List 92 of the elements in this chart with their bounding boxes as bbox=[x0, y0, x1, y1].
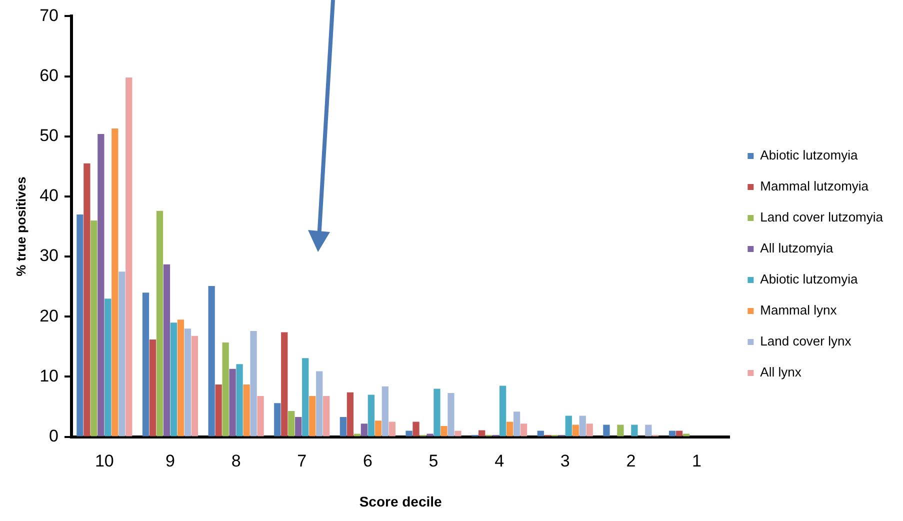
bar bbox=[506, 422, 514, 436]
bar bbox=[368, 394, 374, 436]
x-tick-label: 5 bbox=[428, 452, 438, 471]
y-tick-label: 70 bbox=[40, 6, 59, 25]
legend-label: Abiotic lutzomyia bbox=[760, 148, 858, 163]
bar bbox=[90, 220, 98, 436]
legend-label: Abiotic lutzomyia bbox=[760, 272, 858, 287]
bar bbox=[454, 430, 462, 436]
bar bbox=[631, 424, 638, 436]
bar bbox=[440, 426, 448, 436]
bar bbox=[565, 416, 572, 436]
bar bbox=[354, 434, 361, 436]
bar bbox=[222, 342, 229, 436]
bar bbox=[434, 388, 440, 436]
bar bbox=[98, 134, 104, 436]
bar bbox=[388, 422, 396, 436]
bar bbox=[184, 328, 192, 436]
y-tick-label: 60 bbox=[40, 66, 59, 85]
y-tick-label: 30 bbox=[40, 246, 59, 266]
bar bbox=[250, 331, 257, 436]
bar bbox=[382, 386, 388, 436]
bar bbox=[374, 420, 382, 436]
x-tick-label: 9 bbox=[165, 452, 175, 471]
bar bbox=[572, 424, 579, 436]
bar bbox=[104, 298, 112, 436]
bar bbox=[478, 430, 486, 436]
bar bbox=[170, 322, 178, 436]
bar bbox=[236, 364, 243, 436]
y-tick-label: 0 bbox=[49, 426, 59, 446]
bar bbox=[346, 392, 354, 436]
bar bbox=[617, 424, 624, 436]
bar bbox=[281, 332, 288, 436]
x-tick-label: 2 bbox=[626, 452, 636, 471]
bar bbox=[156, 210, 164, 436]
bar bbox=[499, 386, 506, 436]
bar bbox=[340, 416, 347, 436]
bar bbox=[257, 396, 264, 436]
bar bbox=[520, 424, 528, 436]
bar bbox=[215, 384, 222, 436]
bar bbox=[579, 416, 586, 436]
y-axis-title: % true positives bbox=[13, 176, 28, 276]
bar bbox=[229, 368, 236, 436]
bar bbox=[586, 424, 593, 436]
bar bbox=[426, 434, 434, 436]
x-axis-title: Score decile bbox=[359, 493, 442, 510]
bar bbox=[149, 339, 156, 436]
bar bbox=[243, 384, 250, 436]
bar bbox=[163, 264, 170, 436]
y-tick-label: 50 bbox=[40, 126, 59, 146]
bar bbox=[118, 272, 126, 436]
bar bbox=[302, 358, 309, 436]
bar bbox=[513, 412, 520, 436]
y-tick-label: 40 bbox=[40, 186, 59, 206]
bar bbox=[676, 430, 683, 436]
bar bbox=[274, 403, 281, 436]
x-tick-label: 7 bbox=[297, 452, 307, 471]
legend-label: Land cover lynx bbox=[760, 334, 852, 349]
bar bbox=[208, 286, 215, 436]
bar bbox=[84, 163, 90, 436]
legend-label: Land cover lutzomyia bbox=[760, 210, 884, 225]
bar bbox=[448, 392, 454, 436]
bar bbox=[412, 422, 420, 436]
legend-label: All lynx bbox=[760, 364, 802, 380]
bar bbox=[288, 410, 295, 436]
legend-label: Mammal lutzomyia bbox=[760, 178, 870, 194]
bar bbox=[316, 371, 323, 436]
y-tick-label: 20 bbox=[40, 306, 59, 326]
bar bbox=[295, 416, 302, 436]
bar bbox=[645, 424, 652, 436]
bar bbox=[191, 336, 198, 436]
bar bbox=[142, 292, 150, 436]
bar bbox=[406, 430, 412, 436]
legend-label: All lutzomyia bbox=[760, 240, 834, 256]
bar bbox=[76, 214, 84, 436]
y-tick-label: 10 bbox=[40, 366, 59, 386]
bar bbox=[309, 396, 316, 436]
bar bbox=[126, 77, 132, 436]
bar bbox=[112, 128, 118, 436]
legend-label: Mammal lynx bbox=[760, 302, 838, 318]
bar bbox=[360, 424, 368, 436]
x-tick-label: 10 bbox=[94, 452, 114, 471]
x-tick-label: 6 bbox=[362, 452, 372, 471]
x-tick-label: 3 bbox=[560, 452, 570, 471]
bar bbox=[537, 430, 544, 436]
x-tick-label: 4 bbox=[494, 452, 504, 471]
bar bbox=[323, 396, 330, 436]
bar bbox=[177, 320, 184, 436]
x-tick-label: 8 bbox=[231, 452, 241, 471]
bar bbox=[682, 434, 690, 436]
bar bbox=[668, 430, 676, 436]
bar bbox=[603, 424, 610, 436]
x-tick-label: 1 bbox=[692, 452, 702, 471]
